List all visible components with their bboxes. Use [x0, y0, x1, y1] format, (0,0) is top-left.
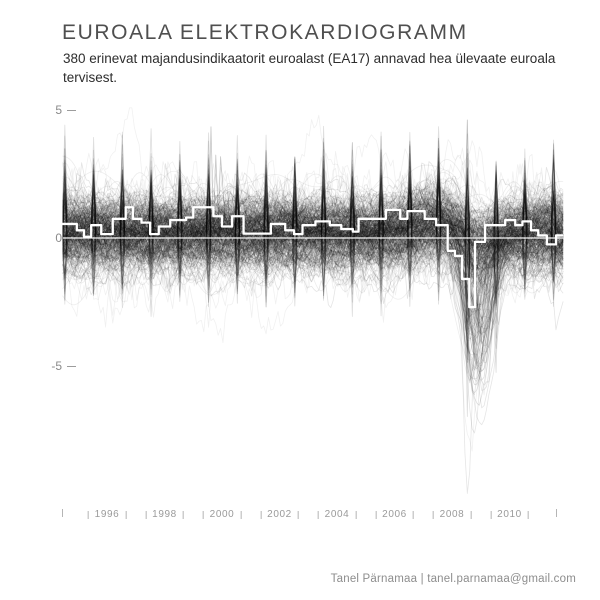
x-axis-tick — [470, 510, 472, 519]
x-axis-tick — [432, 510, 434, 519]
x-axis-year-label: 2004 — [324, 509, 350, 520]
x-axis-tick — [240, 510, 242, 519]
x-axis-group-1998: 1998 — [145, 509, 184, 520]
x-axis-year-label: 2010 — [497, 509, 522, 520]
x-axis-year-label: 1996 — [94, 509, 120, 520]
x-axis-year-label: 2002 — [267, 509, 292, 520]
x-axis-tick — [145, 510, 147, 519]
x-axis: 1996 1998 2000 2002 2004 2006 2008 2010 — [0, 509, 600, 525]
x-axis-tick — [260, 510, 262, 519]
x-axis-tick — [317, 510, 319, 519]
x-axis-year-label: 2000 — [209, 509, 235, 520]
x-axis-group-1996: 1996 — [87, 509, 127, 520]
x-axis-tick — [202, 510, 204, 519]
y-axis-tick-dash-5 — [67, 109, 76, 111]
x-axis-group-2010: 2010 — [490, 509, 529, 520]
x-axis-tick — [297, 510, 299, 519]
x-axis-tick — [490, 510, 492, 519]
x-axis-year-label: 2008 — [439, 509, 465, 520]
x-axis-year-label: 1998 — [152, 509, 177, 520]
x-axis-tick — [375, 510, 377, 519]
x-axis-lone-tick — [556, 509, 557, 517]
y-axis-label-neg5: -5 — [51, 359, 62, 373]
x-axis-lone-tick — [62, 509, 63, 517]
x-axis-group-2008: 2008 — [432, 509, 472, 520]
x-axis-tick — [527, 510, 529, 519]
y-axis-label-5: 5 — [55, 103, 62, 117]
x-axis-tick — [355, 510, 357, 519]
y-axis-label-0: 0 — [55, 231, 62, 245]
x-axis-group-2000: 2000 — [202, 509, 242, 520]
x-axis-tick — [412, 510, 414, 519]
x-axis-group-2002: 2002 — [260, 509, 299, 520]
footer-credit: Tanel Pärnamaa | tanel.parnamaa@gmail.co… — [330, 573, 576, 585]
x-axis-tick — [182, 510, 184, 519]
x-axis-year-label: 2006 — [382, 509, 407, 520]
x-axis-group-2004: 2004 — [317, 509, 357, 520]
x-axis-group-2006: 2006 — [375, 509, 414, 520]
x-axis-tick — [87, 510, 89, 519]
y-axis-tick-dash-neg5 — [67, 365, 76, 367]
x-axis-tick — [125, 510, 127, 519]
